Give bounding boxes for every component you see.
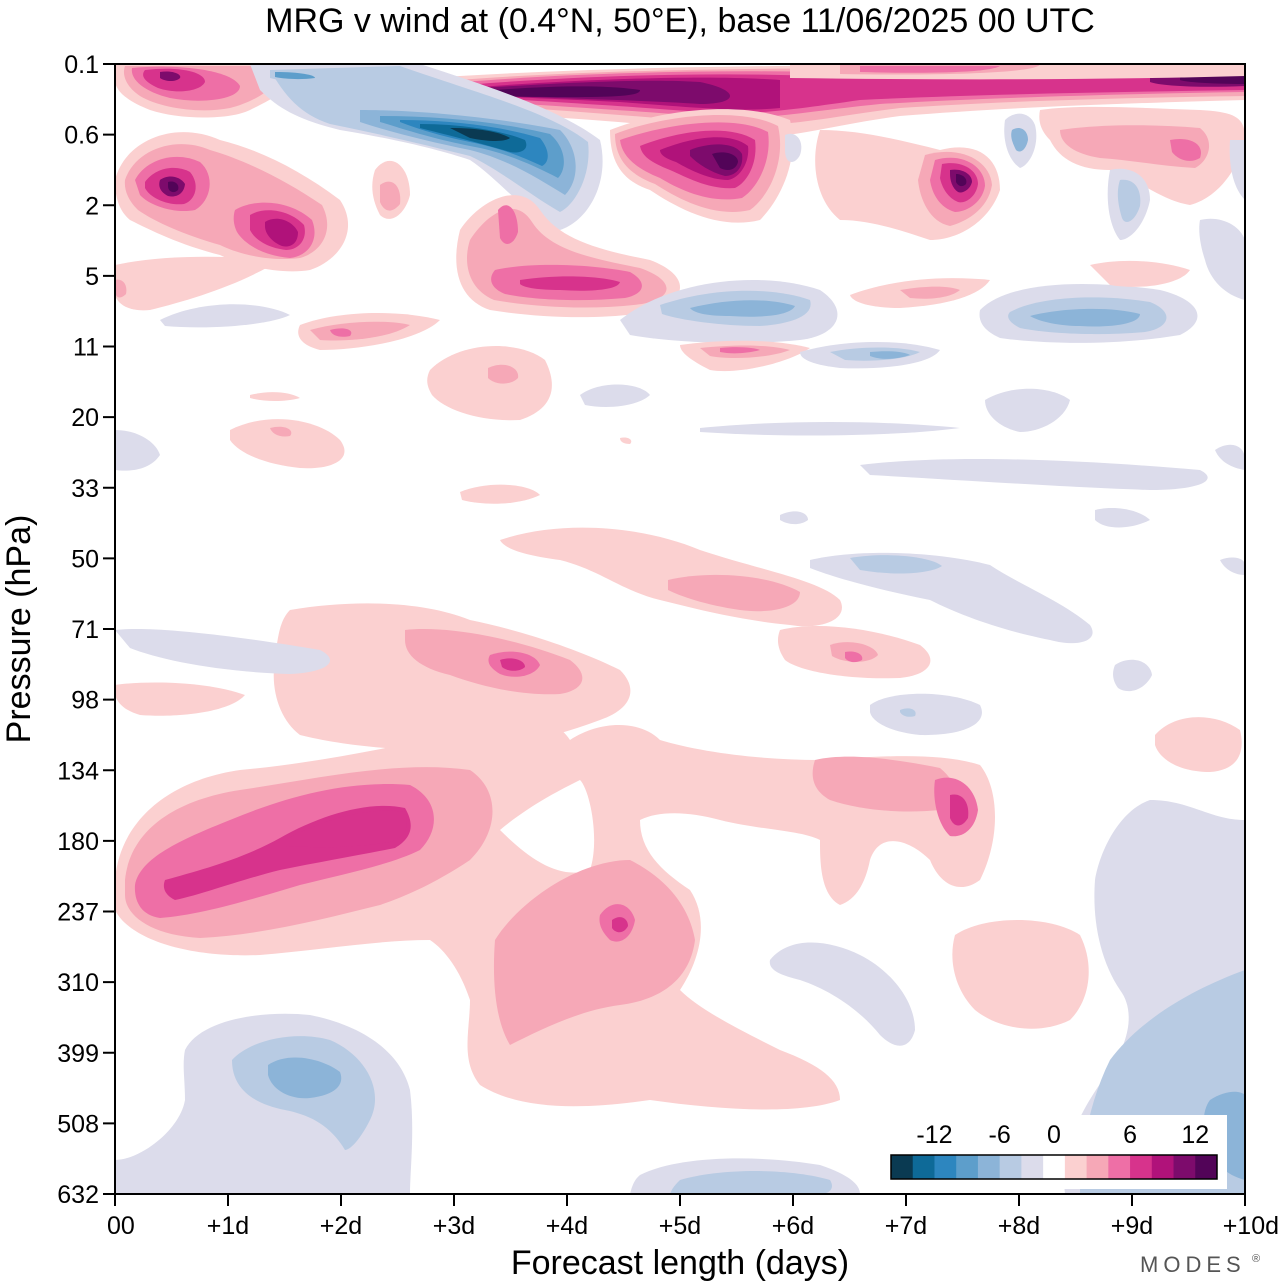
y-tick-label: 0.1 [64,51,99,79]
y-tick-label: 508 [57,1110,99,1138]
top-left-positive [115,64,302,118]
modes-logo-text: MODES [1140,1252,1246,1277]
y-tick-label: 399 [57,1040,99,1068]
negative-right-upper [785,113,1245,300]
top-positive-band [400,64,1245,138]
colorbar-tick-label: -6 [989,1121,1011,1149]
x-tick-label: +6d [772,1212,814,1240]
y-tick-label: 134 [57,757,99,785]
y-tick-label: 33 [71,475,99,503]
colorbar-tick-label: 0 [1047,1121,1061,1149]
colorbar-swatch [1021,1155,1044,1179]
x-axis-title: Forecast length (days) [511,1244,849,1282]
x-tick-label: +3d [433,1212,475,1240]
modes-logo-mark: ® [1252,1253,1260,1265]
y-tick-label: 20 [71,404,99,432]
stratosphere-patches [115,260,1245,528]
colorbar-swatch [1043,1155,1066,1179]
y-tick-label: 71 [71,616,99,644]
colorbar-swatch [891,1155,914,1179]
x-tick-label: +9d [1111,1212,1153,1240]
y-tick-label: 310 [57,969,99,997]
colorbar-frame [890,1154,1218,1180]
colorbar-swatch [999,1155,1022,1179]
colorbar-swatch [1130,1155,1153,1179]
chart-title: MRG v wind at (0.4°N, 50°E), base 11/06/… [265,2,1095,40]
y-tick-label: 180 [57,828,99,856]
x-tick-label: +5d [659,1212,701,1240]
colorbar-swatch [1173,1155,1196,1179]
y-tick-label: 11 [73,334,99,362]
colorbar-swatch [1086,1155,1109,1179]
y-tick-label: 237 [57,899,99,927]
y-tick-label: 5 [85,263,99,291]
colorbar-swatch [934,1155,957,1179]
mid-stratosphere-band [115,527,1245,772]
y-axis: 0.1 0.6 2 5 11 20 33 50 71 98 134 180 237 310 399 508 63… [57,51,115,1209]
x-tick-label: 00 [107,1212,135,1240]
colorbar-swatch [956,1155,979,1179]
x-tick-label: +4d [546,1212,588,1240]
colorbar-swatch [912,1155,935,1179]
x-tick-label: +10d [1223,1212,1279,1240]
contour-fill-layer [115,64,1245,1194]
negative-near-0.6hPa [250,64,603,230]
colorbar-legend: -12 -6 0 6 12 [881,1115,1227,1189]
positive-near-1hPa [610,109,793,223]
y-tick-label: 50 [71,545,99,573]
colorbar-tick-label: -12 [916,1121,952,1149]
colorbar-tick-label: 12 [1181,1121,1209,1149]
colorbar-tick-label: 6 [1123,1121,1137,1149]
x-axis: 00 +1d +2d +3d +4d +5d +6d +7d +8d +9d +10d [107,1194,1279,1240]
colorbar-swatch [1195,1155,1218,1179]
modes-logo: MODES ® [1140,1252,1260,1277]
y-axis-title: Pressure (hPa) [0,515,38,744]
positive-right-upper [790,64,1245,240]
x-tick-label: +8d [998,1212,1040,1240]
y-tick-label: 0.6 [64,122,99,150]
colorbar-swatch [977,1155,1001,1179]
y-tick-label: 98 [71,687,99,715]
positive-near-5hPa [298,160,680,350]
y-tick-label: 2 [85,192,99,220]
colorbar-swatch [1064,1155,1088,1179]
x-tick-label: +2d [320,1212,362,1240]
colorbar-swatch [1108,1155,1131,1179]
lower-troposphere-negative [115,800,1245,1194]
y-tick-label: 632 [57,1181,99,1209]
upper-troposphere-positive [115,720,1089,1110]
x-tick-label: +1d [207,1212,249,1240]
positive-near-3hPa [115,132,349,311]
colorbar-swatch [1151,1155,1175,1179]
x-tick-label: +7d [885,1212,927,1240]
